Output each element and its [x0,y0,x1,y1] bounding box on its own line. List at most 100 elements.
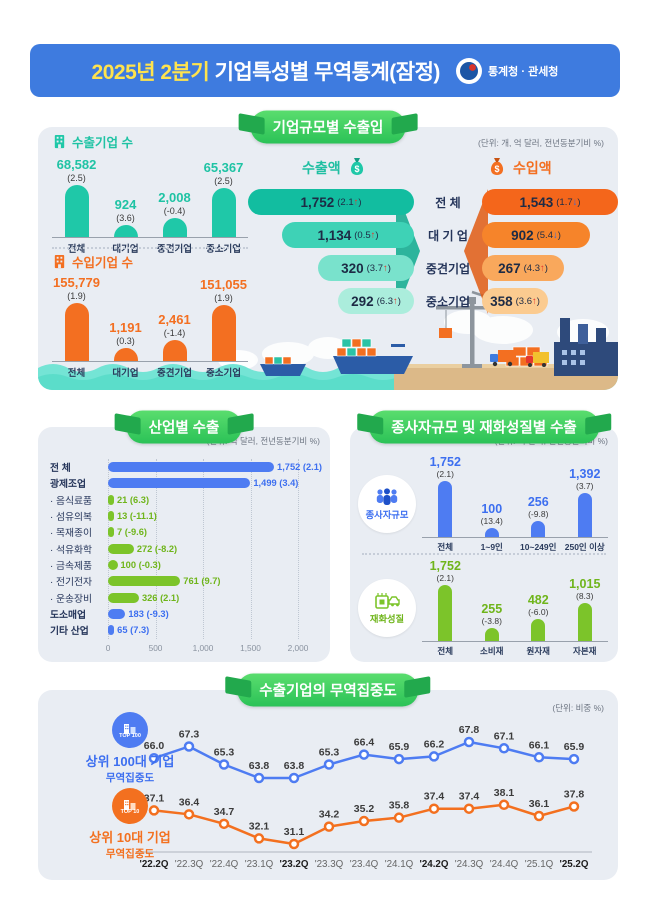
x-axis-label: '23.3Q [315,859,344,870]
worker-size-chart: 1,752 (2.1) 100 (13.4) 256 (-9.8) 1,392 (3.7) 전체… [422,453,608,553]
bar-column: 2,461 (-1.4) [150,312,199,361]
data-point-marker [358,749,370,760]
bar [484,528,499,537]
axis-line [52,237,248,238]
industry-row: 광제조업 1,499 (3.4) [50,475,322,491]
cargo-ship-large-icon [333,338,413,374]
top100-label: 상위 100대 기업 [85,754,175,769]
up-arrow-icon: ↑ [392,295,398,307]
industry-bar [108,478,251,489]
unit-concentration: (단위: 비중 %) [552,703,604,713]
bar-value: 151,055 [200,277,247,293]
bars-row: 68,582 (2.5) 924 (3.6) 2,008 (-0.4) 65,367 (2.5… [52,149,248,237]
import-companies-chart: 수입기업 수 155,779 (1.9) 1,191 (0.3) 2,461 (-1.4)… [52,253,248,379]
top10-badge: TOP 10 [112,788,148,824]
import-companies-title: 수입기업 수 [52,253,248,270]
import-value-head: $ 수입액 [486,157,552,179]
x-axis-label: '23.1Q [245,859,274,870]
industry-bar [108,625,115,636]
buildings-icon [124,723,136,734]
bar-change: (1.9) [67,291,86,301]
chip-car-icon [375,592,400,609]
point-value: 35.8 [389,800,410,812]
cargo-ship-small-icon [260,356,306,376]
industry-label: · 음식료품 [50,495,93,507]
point-value: 67.3 [179,729,200,741]
bar [531,521,546,537]
bars-row: 1,752 (2.1) 100 (13.4) 256 (-9.8) 1,392 (3.7) [422,453,608,537]
funnel-category-label: 대 기 업 [428,228,468,243]
industry-bar [108,527,114,538]
axis-label: 중견기업 [157,368,192,379]
industry-row: · 운송장비 326 (2.1) [50,589,322,605]
funnel-bar: 902 (5.4↓) [482,222,590,248]
bar-change: (0.3) [116,336,135,346]
page-title: 2025년 2분기 기업특성별 무역통계(잠정) [92,56,441,86]
export-value-label: 수출액 [302,160,341,176]
point-value: 65.9 [389,741,410,753]
industry-label: · 섬유의복 [50,512,93,524]
bar-value: 2,461 [158,312,191,328]
value-funnel: 수출액 $ $ 수입액 1,752 (2 [246,158,618,319]
x-axis-label: '24.3Q [455,859,484,870]
data-point-marker [218,759,230,770]
industry-value: 1,752 (2.1) [277,462,322,473]
funnel-change: (3.6↑) [515,295,540,307]
point-value: 38.1 [494,787,515,799]
down-arrow-icon: ↓ [552,229,558,241]
funnel-bar: 320 (3.7↑) [318,255,414,281]
bar-column: 65,367 (2.5) [199,160,248,237]
x-axis-label: '25.1Q [525,859,554,870]
bar-value: 1,752 [429,454,461,469]
panel-worker-goods: (단위: 억 달러, 전년동분기비 %) 종사자규모 1,752(2.1)100… [350,427,618,662]
axis-tick: 500 [148,643,163,653]
bar-column: 924 (3.6) [101,197,150,237]
data-point-marker [393,753,405,765]
industry-bar [108,592,139,603]
point-value: 34.2 [319,809,340,821]
bar-value: 256 [527,494,549,509]
industry-value: 65 (7.3) [117,625,150,636]
bar-change: (13.4) [480,516,503,526]
building-icon [54,134,65,148]
axis-label: 중소기업 [206,368,241,379]
industry-row: 전 체 1,752 (2.1) [50,459,322,475]
export-companies-chart: 수출기업 수 68,582 (2.5) 924 (3.6) 2,008 (-0.4) 65,… [52,133,248,255]
data-point-marker [463,803,475,814]
top10-badge-block: TOP 10 상위 10대 기업 무역집중도 [58,788,202,861]
industry-bar [108,511,114,522]
industry-bar [108,608,126,619]
point-value: 37.1 [144,792,165,804]
axis-labels: 전체 대기업 중견기업 중소기업 [52,362,248,379]
axis-label: 중소기업 [206,244,241,255]
industry-value: 272 (-8.2) [136,543,178,554]
industry-label: 광제조업 [50,479,87,491]
bar-column: 1,015 (8.3) [562,577,609,641]
truck-icon [526,352,549,367]
bar-column: 1,752 (2.1) [422,455,469,537]
industry-value: 13 (-11.1) [117,511,157,522]
bar-change: (1.9) [214,293,233,303]
export-value-head: 수출액 $ [302,157,368,179]
industry-value: 7 (-9.6) [117,527,147,538]
point-value: 67.8 [459,724,480,736]
up-arrow-icon: ↑ [370,229,376,241]
funnel-change: (5.4↓) [536,229,561,241]
port-illustration [38,290,618,390]
bar [162,340,187,361]
panel-size-trade: (단위: 개, 억 달러, 전년동분기비 %) 수출기업 수 68,582 (2.… [38,127,618,390]
industry-row: · 목재종이 7 (-9.6) [50,524,322,540]
bar-column: 151,055 (1.9) [199,277,248,361]
data-point-marker [428,751,440,762]
bar-value: 1,015 [569,576,601,591]
industry-row: 기타 산업 65 (7.3) [50,622,322,638]
bar-value: 255 [481,601,503,616]
section-title-worker-goods: 종사자규모 및 재화성질별 수출 [369,410,599,444]
industry-bar [108,494,114,505]
industry-bar [108,559,118,570]
funnel-value: 1,752 [300,194,335,210]
buildings-icon [124,799,136,810]
truck-icon [490,350,516,367]
bar [64,303,89,361]
axis-label: 중견기업 [157,244,192,255]
